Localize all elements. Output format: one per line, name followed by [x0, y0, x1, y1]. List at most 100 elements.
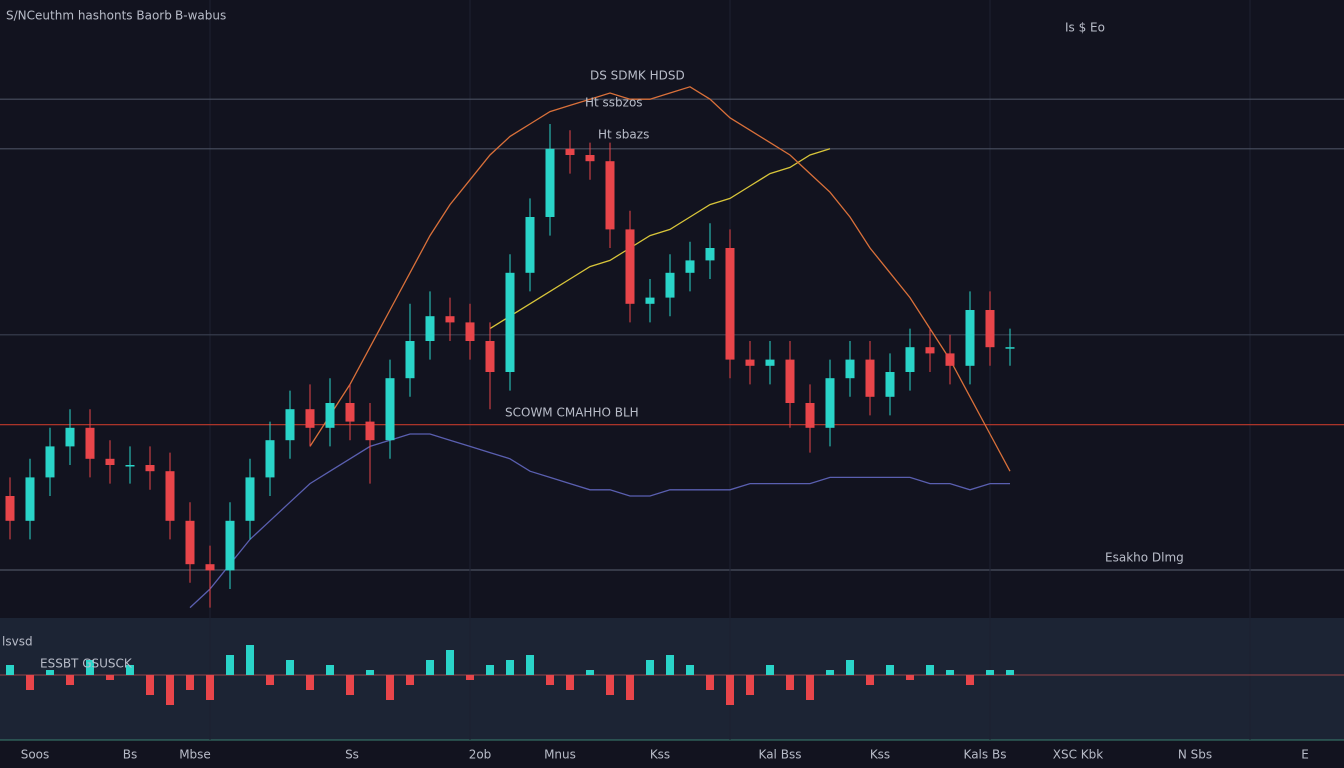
x-axis-label: Mbse: [179, 748, 211, 762]
oscillator-bar: [1006, 670, 1014, 675]
x-axis-label: Mnus: [544, 748, 576, 762]
candle-body: [925, 347, 935, 354]
x-axis-label: Kss: [650, 748, 670, 762]
candle-body: [305, 409, 315, 428]
candle-body: [445, 316, 455, 323]
candle-body: [1005, 347, 1015, 349]
oscillator-bar: [346, 675, 354, 695]
candle-body: [65, 427, 75, 447]
oscillator-bar: [226, 655, 234, 675]
annotation: Ht ssbzos: [585, 96, 643, 110]
oscillator-bar: [286, 660, 294, 675]
candle-body: [185, 520, 195, 565]
candle-body: [385, 378, 395, 441]
oscillator-bar: [526, 655, 534, 675]
oscillator-bar: [86, 660, 94, 675]
oscillator-bar: [266, 675, 274, 685]
oscillator-bar: [726, 675, 734, 705]
oscillator-bar: [506, 660, 514, 675]
lower-panel: [0, 618, 1344, 740]
candle-body: [965, 310, 975, 366]
candle-body: [825, 378, 835, 428]
oscillator-bar: [446, 650, 454, 675]
candle-body: [685, 260, 695, 273]
annotation: SCOWM CMAHHO BLH: [505, 406, 639, 420]
annotation: ESSBT GSUSCK: [40, 657, 133, 671]
candle-body: [605, 161, 615, 230]
oscillator-bar: [166, 675, 174, 705]
oscillator-bar: [106, 675, 114, 680]
oscillator-bar: [146, 675, 154, 695]
candle-body: [865, 359, 875, 397]
vertical-grid: [209, 0, 1251, 740]
candle-body: [805, 403, 815, 428]
candle-body: [885, 372, 895, 397]
candle-body: [45, 446, 55, 478]
annotation: DS SDMK HDSD: [590, 69, 685, 83]
oscillator-bar: [766, 665, 774, 675]
candle-body: [645, 297, 655, 304]
annotation: Ht sbazs: [598, 128, 649, 142]
oscillator-bar: [786, 675, 794, 690]
candle-body: [345, 403, 355, 422]
candle-body: [285, 409, 295, 441]
candle-body: [245, 477, 255, 521]
candle-body: [565, 148, 575, 155]
indicator-line: [489, 148, 831, 330]
x-axis-label: Kss: [870, 748, 890, 762]
oscillator-bar: [906, 675, 914, 680]
x-axis-label: Soos: [21, 748, 50, 762]
oscillator-bar: [746, 675, 754, 695]
oscillator-bar: [806, 675, 814, 700]
indicator-line: [309, 86, 1011, 472]
oscillator-bar: [386, 675, 394, 700]
oscillator-bar: [306, 675, 314, 690]
candle-body: [545, 148, 555, 217]
x-axis-label: Ss: [345, 748, 359, 762]
oscillator-bar: [466, 675, 474, 680]
oscillator-bar: [886, 665, 894, 675]
oscillator-bar: [986, 670, 994, 675]
candle-body: [365, 421, 375, 441]
x-axis-label: Kal Bss: [759, 748, 802, 762]
candle-body: [425, 316, 435, 341]
oscillator-bar: [6, 665, 14, 675]
candle-body: [945, 353, 955, 366]
oscillator-bar: [546, 675, 554, 685]
candle-body: [505, 272, 515, 372]
oscillator-bar: [706, 675, 714, 690]
oscillator-bar: [666, 655, 674, 675]
x-axis-label: Bs: [123, 748, 137, 762]
candle-body: [145, 465, 155, 472]
x-axis-label: 2ob: [469, 748, 492, 762]
oscillator-bar: [406, 675, 414, 685]
candle-body: [405, 341, 415, 379]
candle-body: [225, 520, 235, 571]
oscillator-bar: [606, 675, 614, 695]
candle-body: [765, 359, 775, 366]
candle-body: [705, 248, 715, 261]
oscillator-bar: [866, 675, 874, 685]
candle-body: [525, 217, 535, 273]
annotation: Esakho Dlmg: [1105, 551, 1184, 565]
oscillator-bar: [206, 675, 214, 700]
oscillator-bar: [46, 670, 54, 675]
candle-body: [745, 359, 755, 366]
oscillator-bar: [26, 675, 34, 690]
x-axis-label: Kals Bs: [964, 748, 1007, 762]
oscillator-bar: [946, 670, 954, 675]
candle-body: [325, 403, 335, 428]
oscillator-bar: [426, 660, 434, 675]
candle-body: [205, 564, 215, 571]
oscillator-bar: [826, 670, 834, 675]
oscillator-bar: [366, 670, 374, 675]
oscillator-bar: [126, 665, 134, 675]
candle-body: [985, 310, 995, 348]
oscillator-bar: [486, 665, 494, 675]
oscillator-bar: [966, 675, 974, 685]
oscillator-bar: [686, 665, 694, 675]
candle-body: [785, 359, 795, 403]
candle-body: [625, 229, 635, 304]
oscillator-bar: [586, 670, 594, 675]
